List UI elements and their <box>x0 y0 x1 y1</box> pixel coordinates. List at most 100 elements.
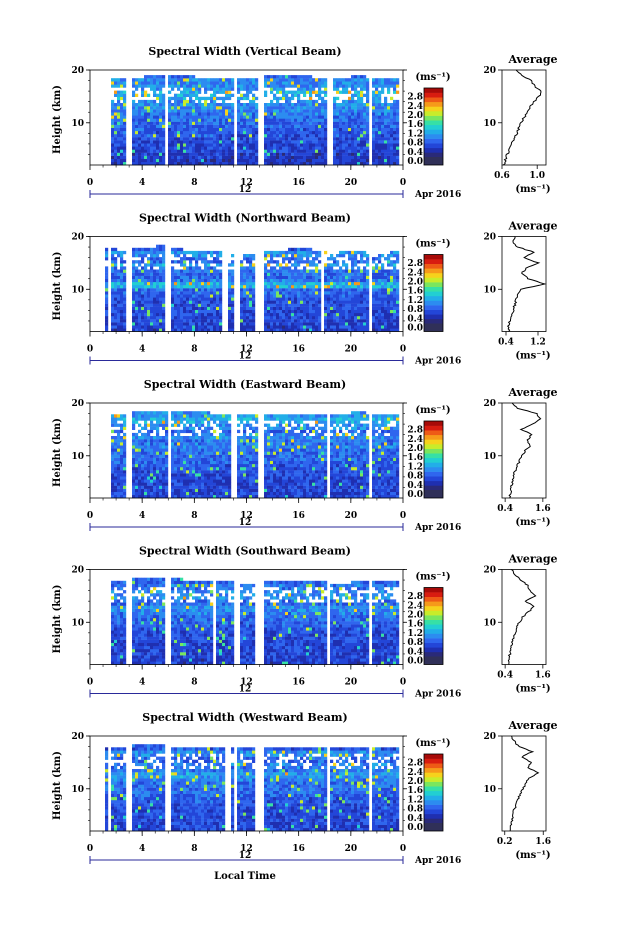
heatmap-cell <box>339 251 342 254</box>
heatmap-cell <box>339 143 342 146</box>
heatmap-cell <box>282 119 285 122</box>
heatmap-cell <box>150 81 153 84</box>
heatmap-cell <box>171 301 174 304</box>
heatmap-cell <box>375 143 378 146</box>
heatmap-cell <box>285 316 288 319</box>
heatmap-cell <box>363 322 366 325</box>
heatmap-cell <box>114 445 117 448</box>
heatmap-cell <box>396 301 399 304</box>
heatmap-cell <box>201 131 204 134</box>
heatmap-cell <box>192 285 195 288</box>
heatmap-cell <box>135 467 138 470</box>
colorbar-segment <box>424 287 443 292</box>
heatmap-cell <box>162 140 165 143</box>
heatmap-cell <box>378 106 381 109</box>
heatmap-cell <box>240 307 243 310</box>
heatmap-cell <box>225 143 228 146</box>
heatmap-cell <box>138 254 141 257</box>
heatmap-cell <box>222 137 225 140</box>
colorbar-segment <box>424 264 443 269</box>
heatmap-cell <box>111 156 114 159</box>
heatmap-cell <box>273 307 276 310</box>
heatmap-cell <box>249 140 252 143</box>
heatmap-cell <box>135 137 138 140</box>
heatmap-cell <box>135 270 138 273</box>
heatmap-cell <box>111 436 114 439</box>
heatmap-cell <box>186 103 189 106</box>
heatmap-cell <box>153 417 156 420</box>
heatmap-cell <box>192 266 195 269</box>
heatmap-cell <box>300 248 303 251</box>
heatmap-cell <box>132 106 135 109</box>
heatmap-cell <box>219 128 222 131</box>
heatmap-cell <box>150 122 153 125</box>
heatmap-cell <box>246 81 249 84</box>
heatmap-cell <box>216 140 219 143</box>
heatmap-cell <box>240 310 243 313</box>
heatmap-cell <box>270 159 273 162</box>
heatmap-cell <box>180 131 183 134</box>
heatmap-cell <box>372 307 375 310</box>
heatmap-cell <box>246 270 249 273</box>
heatmap-cell <box>159 273 162 276</box>
heatmap-cell <box>354 285 357 288</box>
heatmap-cell <box>162 248 165 251</box>
heatmap-cell <box>327 297 330 300</box>
heatmap-cell <box>174 325 177 328</box>
heatmap-cell <box>144 134 147 137</box>
heatmap-cell <box>282 276 285 279</box>
heatmap-cell <box>117 276 120 279</box>
heatmap-cell <box>312 301 315 304</box>
heatmap-cell <box>360 313 363 316</box>
heatmap-cell <box>114 424 117 427</box>
heatmap-cell <box>303 94 306 97</box>
heatmap-cell <box>138 461 141 464</box>
heatmap-cell <box>384 112 387 115</box>
heatmap-cell <box>384 279 387 282</box>
heatmap-cell <box>213 146 216 149</box>
heatmap-cell <box>147 131 150 134</box>
heatmap-cell <box>396 137 399 140</box>
heatmap-cell <box>135 125 138 128</box>
heatmap-cell <box>273 294 276 297</box>
heatmap-cell <box>354 81 357 84</box>
heatmap-cell <box>252 97 255 100</box>
heatmap-cell <box>156 417 159 420</box>
heatmap-cell <box>321 137 324 140</box>
heatmap-cell <box>195 325 198 328</box>
heatmap-cell <box>390 273 393 276</box>
heatmap-cell <box>183 131 186 134</box>
heatmap-cell <box>246 313 249 316</box>
heatmap-cell <box>204 260 207 263</box>
heatmap-cell <box>201 325 204 328</box>
heatmap-cell <box>285 131 288 134</box>
heatmap-cell <box>342 273 345 276</box>
heatmap-cell <box>201 134 204 137</box>
heatmap-cell <box>276 140 279 143</box>
heatmap-cell <box>387 131 390 134</box>
heatmap-cell <box>228 273 231 276</box>
heatmap-cell <box>111 273 114 276</box>
heatmap-cell <box>198 276 201 279</box>
heatmap-cell <box>162 313 165 316</box>
heatmap-cell <box>240 159 243 162</box>
heatmap-cell <box>228 91 231 94</box>
heatmap-cell <box>207 122 210 125</box>
heatmap-cell <box>252 316 255 319</box>
heatmap-cell <box>162 492 165 495</box>
heatmap-cell <box>216 146 219 149</box>
heatmap-cell <box>117 433 120 436</box>
heatmap-cell <box>246 304 249 307</box>
heatmap-cell <box>114 455 117 458</box>
heatmap-cell <box>156 297 159 300</box>
heatmap-cell <box>186 301 189 304</box>
date-label: Apr 2016 <box>414 357 461 367</box>
heatmap-cell <box>351 263 354 266</box>
heatmap-cell <box>336 122 339 125</box>
heatmap-cell <box>153 458 156 461</box>
heatmap-cell <box>282 297 285 300</box>
heatmap-cell <box>267 143 270 146</box>
heatmap-cell <box>342 131 345 134</box>
heatmap-cell <box>117 112 120 115</box>
heatmap-cell <box>153 461 156 464</box>
